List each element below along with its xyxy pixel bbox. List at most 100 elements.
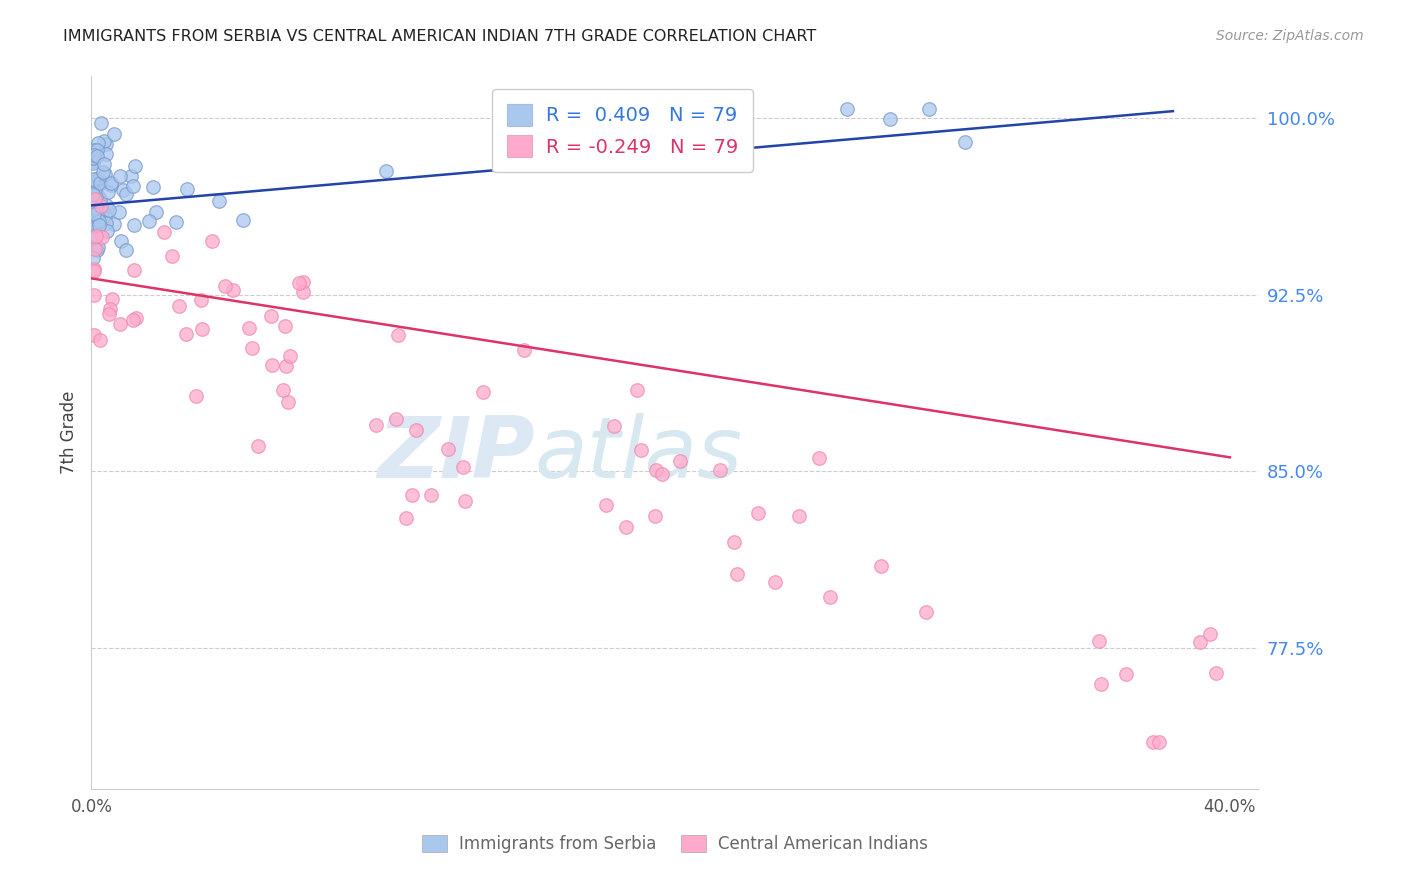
Point [83, 143, 105, 157]
Point [1149, 735, 1171, 749]
Point [84, 193, 107, 207]
Point [644, 509, 666, 524]
Point [603, 418, 626, 433]
Point [614, 520, 637, 534]
Y-axis label: 7th Grade: 7th Grade [60, 391, 79, 475]
Point [103, 127, 125, 141]
Point [90, 230, 112, 244]
Point [83, 207, 105, 221]
Point [83, 261, 105, 276]
Point [176, 181, 198, 195]
Point [174, 326, 197, 341]
Point [82, 204, 104, 219]
Point [91, 165, 114, 179]
Point [100, 178, 122, 193]
Point [84, 209, 107, 223]
Point [84, 196, 107, 211]
Point [94, 216, 117, 230]
Point [115, 186, 138, 201]
Point [107, 204, 129, 219]
Point [87, 172, 110, 186]
Point [651, 467, 673, 482]
Point [471, 384, 494, 399]
Point [288, 276, 311, 290]
Point [86, 149, 108, 163]
Point [723, 535, 745, 549]
Point [274, 359, 297, 373]
Point [271, 383, 294, 397]
Point [184, 389, 207, 403]
Text: IMMIGRANTS FROM SERBIA VS CENTRAL AMERICAN INDIAN 7TH GRADE CORRELATION CHART: IMMIGRANTS FROM SERBIA VS CENTRAL AMERIC… [63, 29, 817, 45]
Point [201, 234, 224, 248]
Point [1090, 677, 1112, 691]
Point [93, 157, 115, 171]
Point [630, 442, 652, 457]
Point [747, 506, 769, 520]
Text: ZIP: ZIP [377, 412, 534, 496]
Point [86, 202, 108, 216]
Point [86, 187, 108, 202]
Point [97, 186, 120, 200]
Point [122, 178, 145, 193]
Point [191, 322, 214, 336]
Point [787, 509, 810, 524]
Point [260, 310, 283, 324]
Point [835, 102, 858, 116]
Point [451, 459, 474, 474]
Point [94, 147, 117, 161]
Point [87, 204, 110, 219]
Point [82, 153, 104, 168]
Point [82, 156, 104, 170]
Point [96, 223, 118, 237]
Point [103, 217, 125, 231]
Point [83, 288, 105, 302]
Point [436, 442, 458, 457]
Point [96, 136, 118, 151]
Point [142, 180, 165, 194]
Point [82, 151, 104, 165]
Point [90, 116, 112, 130]
Point [82, 151, 104, 165]
Point [513, 343, 536, 357]
Point [83, 328, 105, 343]
Point [94, 209, 117, 223]
Point [669, 454, 692, 468]
Point [82, 251, 104, 265]
Point [82, 172, 104, 186]
Point [83, 221, 105, 235]
Point [374, 164, 396, 178]
Point [394, 511, 416, 525]
Point [260, 358, 283, 372]
Point [94, 167, 117, 181]
Point [190, 293, 212, 307]
Point [208, 194, 231, 208]
Point [82, 231, 104, 245]
Point [818, 590, 841, 604]
Point [83, 186, 105, 200]
Point [90, 199, 112, 213]
Point [232, 213, 254, 227]
Point [86, 243, 108, 257]
Point [869, 559, 891, 574]
Point [385, 412, 408, 426]
Point [83, 189, 105, 203]
Point [291, 285, 314, 300]
Point [91, 202, 114, 217]
Point [277, 395, 299, 409]
Point [153, 225, 176, 239]
Point [953, 135, 976, 149]
Point [278, 349, 301, 363]
Point [120, 169, 142, 183]
Point [83, 264, 105, 278]
Point [454, 493, 477, 508]
Point [89, 192, 111, 206]
Point [401, 488, 423, 502]
Point [247, 439, 270, 453]
Point [100, 176, 122, 190]
Point [93, 134, 115, 148]
Point [124, 262, 146, 277]
Point [1142, 735, 1164, 749]
Point [122, 313, 145, 327]
Point [98, 203, 121, 218]
Point [98, 307, 121, 321]
